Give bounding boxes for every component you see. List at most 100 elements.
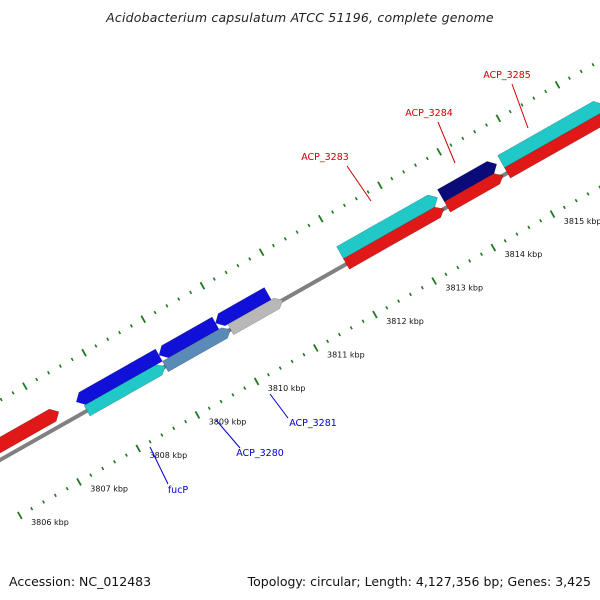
outer-tick bbox=[11, 391, 15, 395]
kbp-label: 3815 kbp bbox=[564, 217, 600, 226]
gene-red-left bbox=[0, 408, 60, 454]
outer-tick bbox=[295, 230, 299, 234]
outer-tick bbox=[520, 103, 524, 107]
gene-label: ACP_3280 bbox=[236, 448, 284, 459]
outer-tick bbox=[342, 203, 346, 208]
inner-tick-track bbox=[17, 185, 600, 520]
inner-tick bbox=[253, 377, 260, 386]
outer-tick bbox=[106, 337, 110, 342]
inner-tick bbox=[562, 205, 566, 210]
inner-tick bbox=[65, 486, 69, 491]
inner-tick bbox=[30, 506, 34, 511]
label-leader-line bbox=[149, 446, 169, 485]
outer-tick bbox=[331, 210, 335, 214]
inner-tick bbox=[172, 426, 176, 431]
outer-tick bbox=[307, 223, 311, 228]
outer-tick bbox=[189, 290, 193, 295]
inner-tick bbox=[313, 344, 319, 352]
inner-tick bbox=[326, 339, 330, 344]
inner-tick bbox=[420, 285, 424, 290]
accession-text: Accession: NC_012483 bbox=[9, 574, 151, 589]
outer-tick bbox=[579, 69, 583, 74]
kbp-label: 3812 kbp bbox=[386, 317, 424, 326]
inner-tick bbox=[539, 218, 543, 223]
outer-tick bbox=[425, 156, 429, 161]
outer-tick bbox=[436, 147, 442, 156]
outer-tick bbox=[58, 364, 62, 368]
outer-tick bbox=[532, 96, 536, 100]
outer-tick bbox=[199, 281, 206, 290]
gene-red-mid bbox=[342, 206, 445, 270]
inner-tick bbox=[17, 511, 23, 520]
inner-tick bbox=[503, 239, 507, 243]
gene-grey bbox=[227, 297, 284, 336]
feature-track bbox=[0, 100, 600, 454]
inner-tick bbox=[444, 272, 448, 277]
outer-tick bbox=[177, 297, 181, 301]
label-leaders bbox=[149, 83, 529, 485]
inner-tick bbox=[219, 399, 223, 404]
outer-tick bbox=[591, 62, 595, 67]
inner-tick bbox=[278, 366, 282, 370]
outer-tick bbox=[271, 243, 275, 248]
inner-tick bbox=[490, 243, 497, 252]
label-leader-line bbox=[511, 83, 529, 129]
outer-tick bbox=[258, 248, 265, 257]
outer-tick bbox=[140, 315, 146, 324]
outer-tick bbox=[47, 371, 51, 375]
outer-tick bbox=[473, 129, 477, 134]
gene-label: ACP_3281 bbox=[289, 418, 337, 429]
gene-cyan-right bbox=[497, 100, 600, 169]
outer-tick bbox=[212, 277, 216, 281]
outer-tick bbox=[461, 136, 465, 141]
inner-tick bbox=[194, 411, 201, 419]
inner-tick bbox=[385, 306, 389, 310]
inner-tick bbox=[53, 493, 57, 498]
outer-tick bbox=[248, 257, 252, 261]
inner-tick bbox=[89, 473, 93, 478]
outer-tick bbox=[129, 324, 133, 328]
outer-tick bbox=[318, 214, 324, 223]
outer-tick bbox=[366, 190, 370, 194]
inner-tick bbox=[113, 460, 117, 464]
outer-tick-track bbox=[0, 62, 595, 402]
gene-navy bbox=[437, 161, 498, 203]
inner-tick bbox=[549, 210, 556, 218]
inner-tick bbox=[148, 439, 152, 444]
outer-tick bbox=[283, 237, 287, 241]
outer-tick bbox=[0, 397, 3, 402]
outer-tick bbox=[236, 263, 240, 268]
inner-tick bbox=[101, 466, 105, 471]
inner-tick bbox=[302, 352, 306, 357]
genome-summary-text: Topology: circular; Length: 4,127,356 bp… bbox=[247, 574, 591, 589]
outer-tick bbox=[402, 170, 406, 174]
inner-tick bbox=[468, 259, 472, 263]
inner-tick bbox=[184, 419, 188, 424]
kbp-label: 3814 kbp bbox=[505, 250, 543, 259]
kbp-labels: 3806 kbp 3807 kbp 3808 kbp 3809 kbp 3810 kbp… bbox=[31, 217, 600, 527]
outer-tick bbox=[414, 163, 417, 167]
inner-tick bbox=[207, 406, 211, 411]
inner-tick bbox=[243, 386, 247, 390]
inner-tick bbox=[527, 225, 531, 230]
map-title: Acidobacterium capsulatum ATCC 51196, co… bbox=[105, 10, 494, 25]
gene-cyan-mid bbox=[336, 194, 438, 260]
label-leader-line bbox=[215, 419, 241, 449]
inner-tick bbox=[574, 198, 578, 203]
outer-tick bbox=[544, 89, 548, 94]
inner-tick bbox=[160, 433, 164, 437]
inner-tick bbox=[76, 477, 82, 486]
inner-tick bbox=[231, 393, 235, 397]
outer-tick bbox=[485, 123, 488, 127]
kbp-label: 3810 kbp bbox=[268, 384, 306, 393]
outer-tick bbox=[449, 143, 453, 147]
inner-tick bbox=[290, 359, 294, 364]
kbp-label: 3809 kbp bbox=[209, 418, 247, 427]
inner-tick bbox=[42, 500, 46, 504]
outer-tick bbox=[495, 114, 502, 123]
kbp-label: 3811 kbp bbox=[327, 351, 365, 360]
outer-tick bbox=[94, 344, 98, 348]
outer-tick bbox=[224, 270, 228, 275]
inner-tick bbox=[124, 453, 128, 457]
outer-tick bbox=[354, 196, 358, 201]
